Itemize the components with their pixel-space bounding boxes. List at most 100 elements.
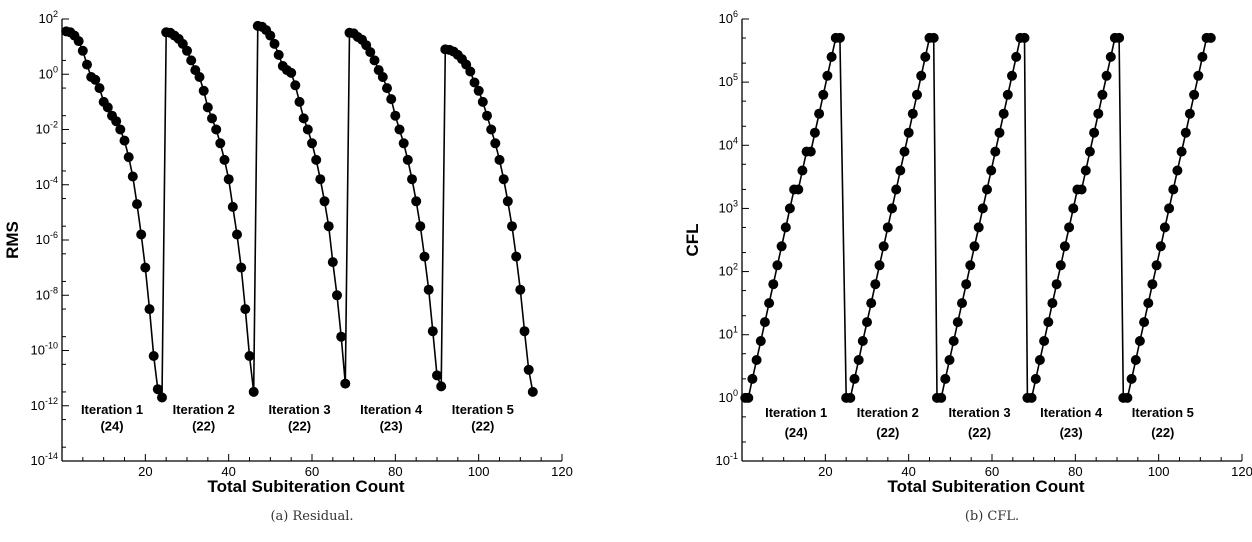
data-point <box>768 279 779 290</box>
data-point <box>336 331 347 342</box>
data-point <box>390 110 401 121</box>
y-tick-label: 104 <box>719 135 738 152</box>
data-point <box>523 364 534 375</box>
data-point <box>1159 222 1170 233</box>
data-point <box>1134 336 1145 346</box>
data-point <box>111 116 122 127</box>
data-point <box>227 201 238 212</box>
data-point <box>248 386 259 397</box>
data-point <box>319 196 330 207</box>
data-point <box>115 124 126 135</box>
data-point <box>211 124 222 135</box>
data-point <box>127 171 138 182</box>
data-point <box>119 135 130 146</box>
y-tick-label: 100 <box>719 388 738 405</box>
data-point <box>1189 89 1200 100</box>
data-point <box>482 110 492 121</box>
data-point <box>1101 70 1112 81</box>
data-point <box>269 38 280 49</box>
data-point <box>148 351 159 361</box>
y-tick-label: 100 <box>39 64 58 81</box>
y-tick-label: 10-10 <box>31 341 58 358</box>
data-point <box>327 257 338 268</box>
data-point <box>870 279 881 290</box>
iteration-annotation-count: (22) <box>192 419 215 434</box>
data-point <box>862 317 872 328</box>
data-point <box>845 392 856 403</box>
data-point <box>419 251 430 262</box>
data-point <box>1143 298 1154 309</box>
data-point <box>77 45 88 56</box>
data-point <box>465 66 476 77</box>
iteration-annotation-title: Iteration 4 <box>360 402 423 417</box>
data-point <box>527 386 538 397</box>
data-point <box>952 317 963 328</box>
data-point <box>315 174 326 185</box>
data-point <box>944 355 955 365</box>
data-point <box>973 222 984 233</box>
data-point <box>182 45 192 56</box>
data-point <box>1130 355 1141 365</box>
data-point <box>265 30 276 41</box>
iteration-annotation-count: (22) <box>471 419 494 434</box>
data-point <box>298 113 309 124</box>
data-point <box>882 222 893 233</box>
cfl-chart: 20 40 60 80 100 120 10-1 100 101 102 103 104 105 106 T… <box>683 9 1252 524</box>
data-point <box>1047 298 1058 309</box>
y-axis-label: RMS <box>3 221 22 259</box>
data-point <box>432 370 442 381</box>
y-tick-label: 106 <box>719 9 738 26</box>
x-axis-label: Total Subiteration Count <box>207 477 404 496</box>
data-point <box>853 355 864 365</box>
y-tick-label: 10-2 <box>36 120 58 137</box>
x-tick-label: 120 <box>551 464 573 479</box>
data-point <box>990 146 1001 157</box>
x-axis-label: Total Subiteration Count <box>887 477 1084 496</box>
y-tick-label: 10-4 <box>36 175 58 192</box>
x-tick-label: 100 <box>1148 464 1170 479</box>
data-point <box>1043 317 1054 328</box>
data-point <box>498 174 509 185</box>
data-point <box>302 124 313 135</box>
data-point <box>916 70 927 81</box>
data-point <box>1176 146 1187 157</box>
data-point <box>473 85 484 96</box>
iteration-annotation-count: (22) <box>876 425 899 440</box>
data-point <box>747 373 758 384</box>
data-point <box>969 241 980 252</box>
data-point <box>772 260 783 271</box>
y-tick-label: 102 <box>719 262 738 279</box>
data-point <box>244 351 255 361</box>
data-point <box>903 127 914 138</box>
data-point <box>986 165 997 176</box>
data-point <box>332 290 342 301</box>
y-tick-label: 102 <box>39 9 58 26</box>
iteration-annotation-title: Iteration 3 <box>948 405 1010 420</box>
figure-caption: (b) CFL. <box>965 509 1019 524</box>
x-tick-label: 20 <box>818 464 832 479</box>
data-point <box>1126 373 1137 384</box>
iteration-annotation-count: (24) <box>100 419 123 434</box>
y-tick-label: 10-6 <box>36 230 58 247</box>
data-point <box>1151 260 1162 271</box>
data-point <box>1205 32 1216 43</box>
data-point <box>423 284 434 295</box>
iteration-annotation-count: (22) <box>1151 425 1174 440</box>
iteration-annotation-title: Iteration 3 <box>268 402 330 417</box>
iteration-annotation-title: Iteration 5 <box>452 402 514 417</box>
data-point <box>519 326 530 337</box>
iteration-annotation-count: (22) <box>968 425 991 440</box>
data-point <box>157 392 167 403</box>
data-point <box>928 32 939 43</box>
data-point <box>90 74 101 85</box>
iteration-annotation-title: Iteration 2 <box>857 405 919 420</box>
data-point <box>290 80 301 91</box>
data-point <box>132 199 142 210</box>
data-point <box>784 203 795 214</box>
data-point <box>1039 336 1050 346</box>
data-point <box>1168 184 1179 195</box>
data-point <box>273 49 284 60</box>
data-point <box>502 196 513 207</box>
data-point <box>232 229 242 240</box>
data-point <box>323 221 334 232</box>
